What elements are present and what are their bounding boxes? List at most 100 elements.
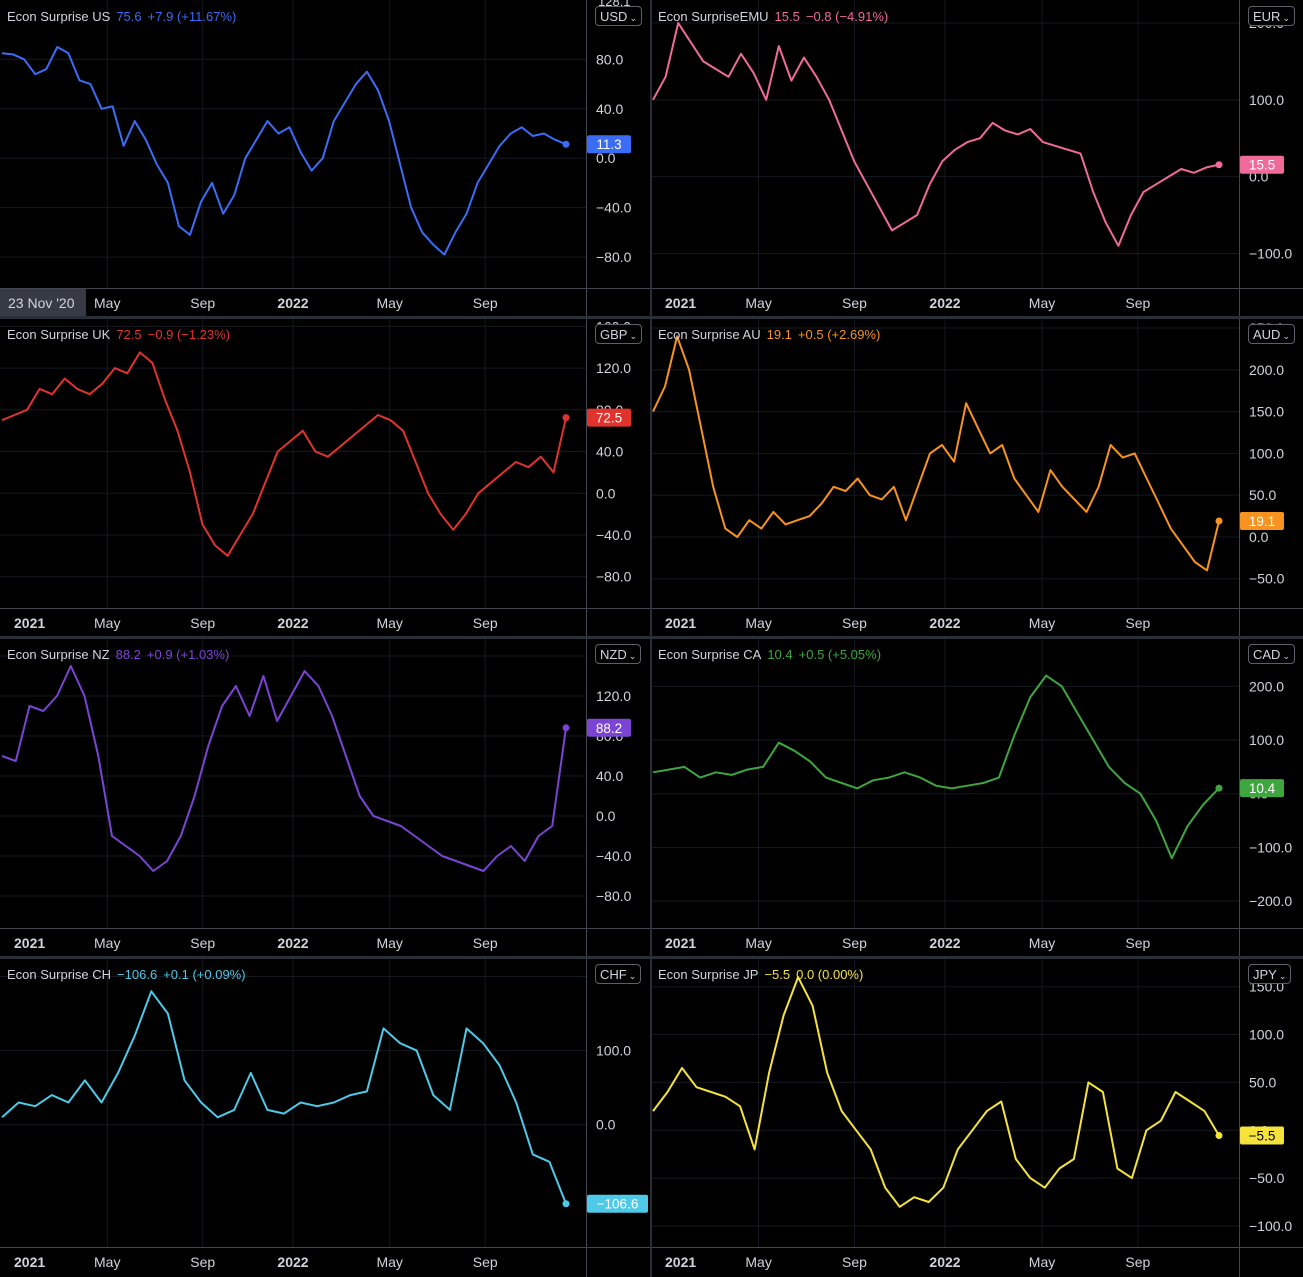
currency-label: CAD <box>1253 647 1281 662</box>
x-tick-label: Sep <box>473 615 498 631</box>
x-tick-label: May <box>376 295 402 311</box>
x-tick-label: Sep <box>1125 935 1150 951</box>
currency-selector[interactable]: NZD ⌄ <box>595 644 642 664</box>
chevron-down-icon: ⌄ <box>628 971 637 981</box>
last-point <box>562 140 570 148</box>
x-tick-label: Sep <box>473 295 498 311</box>
chart-panel-jp[interactable]: 150.0100.050.00.0−50.0−100.0−5.52021MayS… <box>651 958 1303 1277</box>
x-tick-label: 2022 <box>929 615 960 631</box>
currency-selector[interactable]: GBP ⌄ <box>595 324 643 344</box>
chart-panel-au[interactable]: 250.0200.0150.0100.050.00.0−50.019.12021… <box>651 318 1303 638</box>
legend-name: Econ Surprise NZ <box>7 647 110 662</box>
y-tick-label: −80.0 <box>596 888 632 904</box>
chart-svg: 160.0120.080.040.00.0−40.0−80.072.52021M… <box>0 318 651 638</box>
x-tick-label: Sep <box>190 295 215 311</box>
legend-emu: Econ SurpriseEMU 15.5 −0.8 (−4.91%) <box>658 9 888 24</box>
legend-ch: Econ Surprise CH −106.6 +0.1 (+0.09%) <box>7 967 246 982</box>
last-point <box>1215 1132 1223 1140</box>
y-tick-label: 200.0 <box>1249 362 1284 378</box>
legend-value: 19.1 <box>766 327 792 342</box>
legend-name: Econ Surprise AU <box>658 327 761 342</box>
x-tick-label: Sep <box>473 1254 498 1270</box>
last-value-label: −5.5 <box>1249 1129 1276 1144</box>
currency-selector[interactable]: AUD ⌄ <box>1248 324 1295 344</box>
y-tick-label: −40.0 <box>596 527 632 543</box>
legend-us: Econ Surprise US 75.6 +7.9 (+11.67%) <box>7 9 236 24</box>
y-tick-label: −80.0 <box>596 249 632 265</box>
y-tick-label: −200.0 <box>1249 893 1292 909</box>
last-value-badge <box>1240 779 1284 798</box>
currency-selector[interactable]: JPY ⌄ <box>1248 964 1292 984</box>
legend-nz: Econ Surprise NZ 88.2 +0.9 (+1.03%) <box>7 647 229 662</box>
x-tick-label: Sep <box>190 935 215 951</box>
x-tick-label: Sep <box>473 935 498 951</box>
last-value-label: −106.6 <box>597 1197 639 1212</box>
legend-change: +0.5 (+5.05%) <box>798 647 882 662</box>
last-value-label: 10.4 <box>1249 781 1276 796</box>
chart-panel-uk[interactable]: 160.0120.080.040.00.0−40.0−80.072.52021M… <box>0 318 651 638</box>
y-tick-label: −100.0 <box>1249 245 1292 261</box>
chevron-down-icon: ⌄ <box>1282 651 1290 661</box>
chevron-down-icon: ⌄ <box>628 651 637 661</box>
y-tick-label: −50.0 <box>1249 1170 1285 1186</box>
y-tick-label: 120.0 <box>596 688 631 704</box>
y-tick-label: 50.0 <box>1249 487 1276 503</box>
legend-value: 75.6 <box>116 9 142 24</box>
x-tick-label: May <box>745 615 771 631</box>
last-value-label: 72.5 <box>596 411 622 426</box>
series-line-uk <box>1 351 567 557</box>
last-value-badge <box>587 408 631 427</box>
y-tick-label: 40.0 <box>596 444 623 460</box>
last-value-label: 11.3 <box>596 137 621 152</box>
crosshair-date-badge <box>0 289 86 317</box>
y-tick-label-top: 128.1 <box>598 0 631 9</box>
x-tick-label: 2022 <box>277 1254 308 1270</box>
currency-selector[interactable]: CHF ⌄ <box>595 964 642 984</box>
legend-name: Econ Surprise US <box>7 9 111 24</box>
column-divider[interactable] <box>650 0 652 1277</box>
x-tick-label: Sep <box>842 1254 867 1270</box>
legend-change: +0.1 (+0.09%) <box>163 967 246 982</box>
chevron-down-icon: ⌄ <box>1282 13 1290 23</box>
legend-change: +7.9 (+11.67%) <box>147 9 237 24</box>
y-tick-label: 0.0 <box>596 808 616 824</box>
currency-label: NZD <box>600 647 627 662</box>
y-tick-label: −80.0 <box>596 569 632 585</box>
legend-change: −0.8 (−4.91%) <box>805 9 889 24</box>
currency-selector[interactable]: USD ⌄ <box>595 6 642 26</box>
currency-selector[interactable]: CAD ⌄ <box>1248 644 1295 664</box>
y-tick-label: 0.0 <box>1249 529 1269 545</box>
series-line-nz <box>1 665 567 872</box>
legend-change: +0.9 (+1.03%) <box>146 647 230 662</box>
legend-value: −5.5 <box>764 967 791 982</box>
chart-svg: 160.0120.080.040.00.0−40.0−80.088.22021M… <box>0 638 651 958</box>
x-tick-label-start: 2021 <box>665 1254 696 1270</box>
chart-panel-us[interactable]: 80.0 40.0 0.0 −40.0 −80.0 128.1 11.3 23 Nov '20… <box>0 0 651 318</box>
legend-change: +0.5 (+2.69%) <box>797 327 881 342</box>
x-tick-label: May <box>376 615 402 631</box>
chart-panel-ca[interactable]: 200.0100.00.0−100.0−200.010.42021MaySep2… <box>651 638 1303 958</box>
currency-label: AUD <box>1253 327 1281 342</box>
last-value-badge <box>1240 512 1284 530</box>
chevron-down-icon: ⌄ <box>629 331 638 341</box>
x-tick-label: May <box>1029 935 1055 951</box>
y-tick-label: −100.0 <box>1249 1218 1292 1234</box>
currency-selector[interactable]: EUR ⌄ <box>1248 6 1295 26</box>
chart-svg: 80.0 40.0 0.0 −40.0 −80.0 128.1 11.3 23 Nov '20… <box>0 0 651 318</box>
x-tick-label: Sep <box>1125 615 1150 631</box>
legend-name: Econ Surprise CA <box>658 647 762 662</box>
legend-change: 0.0 (0.00%) <box>796 967 864 982</box>
chart-panel-nz[interactable]: 160.0120.080.040.00.0−40.0−80.088.22021M… <box>0 638 651 958</box>
legend-uk: Econ Surprise UK 72.5 −0.9 (−1.23%) <box>7 327 230 342</box>
y-tick-label: 100.0 <box>1249 1027 1284 1043</box>
last-point <box>1215 784 1223 792</box>
x-tick-label: May <box>1029 295 1055 311</box>
x-tick-label-start: 2021 <box>14 1254 45 1270</box>
y-tick-label: −100.0 <box>1249 839 1292 855</box>
y-tick-label: −50.0 <box>1249 571 1285 587</box>
legend-name: Econ SurpriseEMU <box>658 9 769 24</box>
chart-panel-ch[interactable]: 200.0100.00.0−106.62021MaySep2022MaySepE… <box>0 958 651 1277</box>
chart-panel-emu[interactable]: 200.0100.00.0−100.015.52021MaySep2022May… <box>651 0 1303 318</box>
last-value-badge <box>587 718 631 737</box>
legend-au: Econ Surprise AU 19.1 +0.5 (+2.69%) <box>658 327 880 342</box>
